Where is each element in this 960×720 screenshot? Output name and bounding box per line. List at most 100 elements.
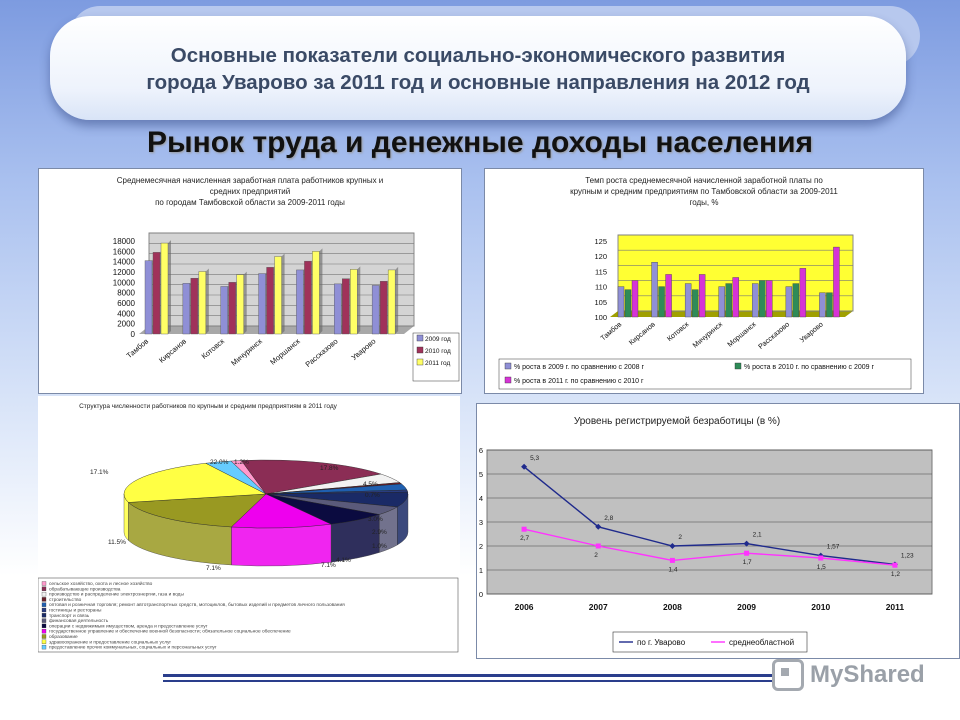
title-banner: Основные показатели социально-экономичес… bbox=[50, 16, 906, 120]
y-tick-label: 8000 bbox=[117, 289, 135, 298]
x-tick-label: Моршанск bbox=[268, 336, 302, 367]
bar bbox=[684, 283, 692, 318]
data-point bbox=[521, 526, 527, 532]
x-tick-label: Уварово bbox=[798, 320, 825, 345]
footer-rule-thin bbox=[163, 680, 773, 682]
data-point bbox=[744, 550, 750, 556]
legend-swatch bbox=[41, 602, 47, 607]
legend-swatch bbox=[41, 629, 47, 634]
bar bbox=[631, 280, 639, 318]
chart-title: Уровень регистрируемой безработицы (в %) bbox=[574, 415, 780, 427]
y-tick-label: 100 bbox=[594, 313, 607, 322]
x-tick-label: Рассказово bbox=[756, 320, 791, 351]
bar bbox=[691, 289, 699, 318]
legend-swatch bbox=[41, 607, 47, 613]
legend-swatch bbox=[41, 644, 47, 650]
unemployment-chart: Уровень регистрируемой безработицы (в %)… bbox=[479, 415, 933, 653]
bar bbox=[220, 286, 228, 335]
x-tick-label: 2010 bbox=[811, 602, 830, 612]
data-point bbox=[521, 463, 528, 470]
legend-label: 2011 год bbox=[425, 360, 450, 367]
pie-data-label: 3.0% bbox=[368, 516, 383, 523]
legend-label: оптовая и розничная торговля; ремонт авт… bbox=[49, 601, 345, 608]
bar bbox=[624, 289, 632, 318]
chart-title: Среднемесячная начисленная заработная пл… bbox=[117, 176, 384, 185]
x-tick-label: Моршанск bbox=[725, 319, 758, 349]
y-tick-label: 105 bbox=[594, 298, 607, 307]
pie-slice bbox=[240, 459, 382, 495]
y-tick-label: 2000 bbox=[117, 320, 135, 329]
data-label: 1,2 bbox=[891, 571, 900, 578]
bar bbox=[258, 273, 266, 335]
legend-label: предоставление прочих коммунальных, соци… bbox=[49, 646, 217, 651]
y-tick-label: 2 bbox=[479, 542, 483, 551]
data-label: 2 bbox=[678, 534, 682, 541]
bar bbox=[651, 262, 658, 318]
data-label: 1,7 bbox=[743, 559, 752, 566]
legend-box bbox=[38, 577, 459, 653]
chart-title: Темп роста среднемесячной начисленной за… bbox=[585, 176, 823, 185]
bar bbox=[198, 271, 207, 335]
legend-label: здравоохранение и предоставление социаль… bbox=[49, 640, 171, 645]
page-title: Основные показатели социально-экономичес… bbox=[50, 42, 906, 96]
data-label: 2 bbox=[594, 552, 598, 559]
bar bbox=[698, 274, 706, 318]
bar bbox=[387, 269, 396, 335]
data-point bbox=[818, 555, 824, 561]
bar bbox=[371, 285, 380, 335]
y-tick-label: 110 bbox=[595, 283, 607, 292]
bar-side bbox=[357, 266, 361, 334]
x-tick-label: Тамбов bbox=[125, 337, 151, 361]
salary-chart: Среднемесячная начисленная заработная пл… bbox=[113, 176, 460, 382]
bar bbox=[182, 283, 191, 335]
pie-slice bbox=[205, 460, 267, 495]
legend-swatch bbox=[504, 376, 512, 384]
pie-slice-side bbox=[231, 523, 332, 567]
pie-data-label: 11.5% bbox=[108, 539, 126, 546]
x-tick-label: 2011 bbox=[886, 602, 905, 612]
bar bbox=[766, 280, 773, 318]
chart-title: Структура численности работников по круп… bbox=[79, 402, 338, 410]
x-tick-label: Кирсанов bbox=[157, 337, 188, 365]
bar bbox=[799, 268, 807, 318]
pie-chart-panel: Структура численности работников по круп… bbox=[38, 396, 460, 658]
legend-label: операции с недвижимым имуществом, аренда… bbox=[49, 624, 208, 629]
legend-label: 2010 год bbox=[425, 348, 451, 355]
data-label: 2,8 bbox=[604, 515, 613, 522]
bar bbox=[274, 256, 282, 335]
data-label: 1,4 bbox=[668, 566, 677, 573]
chart-title: крупным и средним предприятиям по Тамбов… bbox=[570, 187, 838, 196]
x-tick-label: Рассказово bbox=[303, 337, 339, 369]
bar bbox=[152, 252, 161, 335]
x-tick-label: 2006 bbox=[515, 602, 534, 612]
data-label: 2,7 bbox=[520, 535, 529, 542]
data-point bbox=[669, 557, 675, 563]
pie-data-label: 7.1% bbox=[206, 565, 221, 572]
bar bbox=[617, 286, 625, 318]
bar bbox=[342, 278, 350, 335]
data-point bbox=[743, 540, 750, 547]
pie-data-label: 2.9% bbox=[372, 529, 387, 536]
data-point bbox=[595, 543, 601, 549]
bar bbox=[379, 281, 388, 335]
pie-slice bbox=[123, 463, 267, 503]
bar bbox=[752, 283, 759, 318]
bar bbox=[732, 277, 739, 318]
data-label: 1,57 bbox=[827, 544, 840, 551]
bar bbox=[312, 251, 320, 335]
legend-label: образование bbox=[49, 634, 78, 640]
y-tick-label: 0 bbox=[479, 590, 483, 599]
bar bbox=[266, 267, 274, 335]
title-line-2: города Уварово за 2011 год и основные на… bbox=[146, 71, 810, 94]
bar bbox=[334, 283, 342, 335]
bar bbox=[665, 274, 672, 318]
bar bbox=[718, 286, 725, 318]
bar bbox=[759, 280, 766, 318]
legend-swatch bbox=[416, 334, 424, 342]
legend-label: сельское хозяйство, охота и лесное хозяй… bbox=[49, 580, 153, 587]
legend-swatch bbox=[41, 581, 47, 586]
legend-swatch bbox=[41, 618, 47, 623]
legend-swatch bbox=[41, 634, 47, 639]
legend-swatch bbox=[734, 362, 742, 370]
chart-title: по городам Тамбовской области за 2009-20… bbox=[155, 198, 345, 207]
